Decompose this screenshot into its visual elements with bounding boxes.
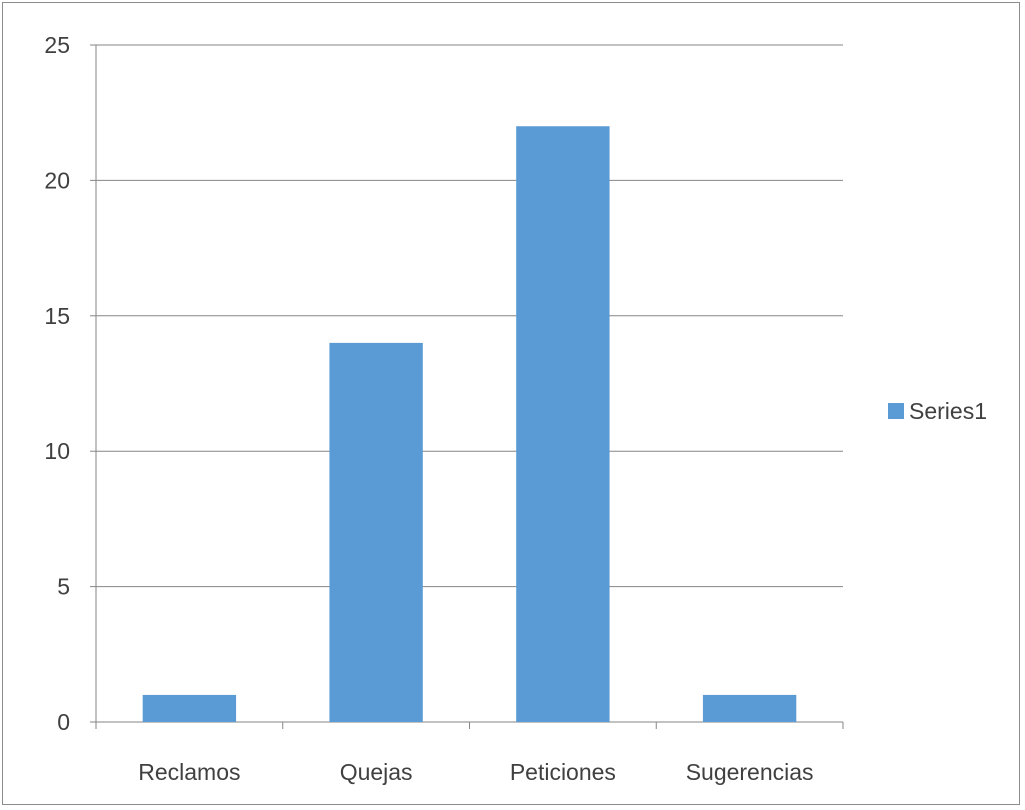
- bars: [142, 126, 797, 723]
- bar-reclamos: [142, 694, 237, 722]
- x-category-label: Sugerencias: [686, 759, 814, 785]
- bar-sugerencias: [702, 694, 797, 722]
- axis-labels: 0 5 10 15 20 25 Reclamos Quejas Peticiones Sugere…: [44, 32, 813, 785]
- y-tick-label: 0: [57, 709, 70, 735]
- x-category-label: Quejas: [340, 759, 413, 785]
- legend: Series1: [888, 398, 987, 424]
- y-tick-label: 25: [44, 32, 70, 58]
- y-tick-label: 15: [44, 303, 70, 329]
- bar-quejas: [329, 342, 423, 722]
- bar-peticiones: [516, 126, 610, 723]
- y-tick-label: 20: [44, 167, 70, 193]
- legend-swatch: [888, 403, 904, 419]
- legend-label: Series1: [909, 398, 987, 424]
- gridlines: [96, 44, 843, 588]
- y-tick-label: 5: [57, 574, 70, 600]
- x-category-label: Reclamos: [138, 759, 240, 785]
- y-tick-label: 10: [44, 438, 70, 464]
- x-category-label: Peticiones: [510, 759, 616, 785]
- axes: [90, 44, 844, 729]
